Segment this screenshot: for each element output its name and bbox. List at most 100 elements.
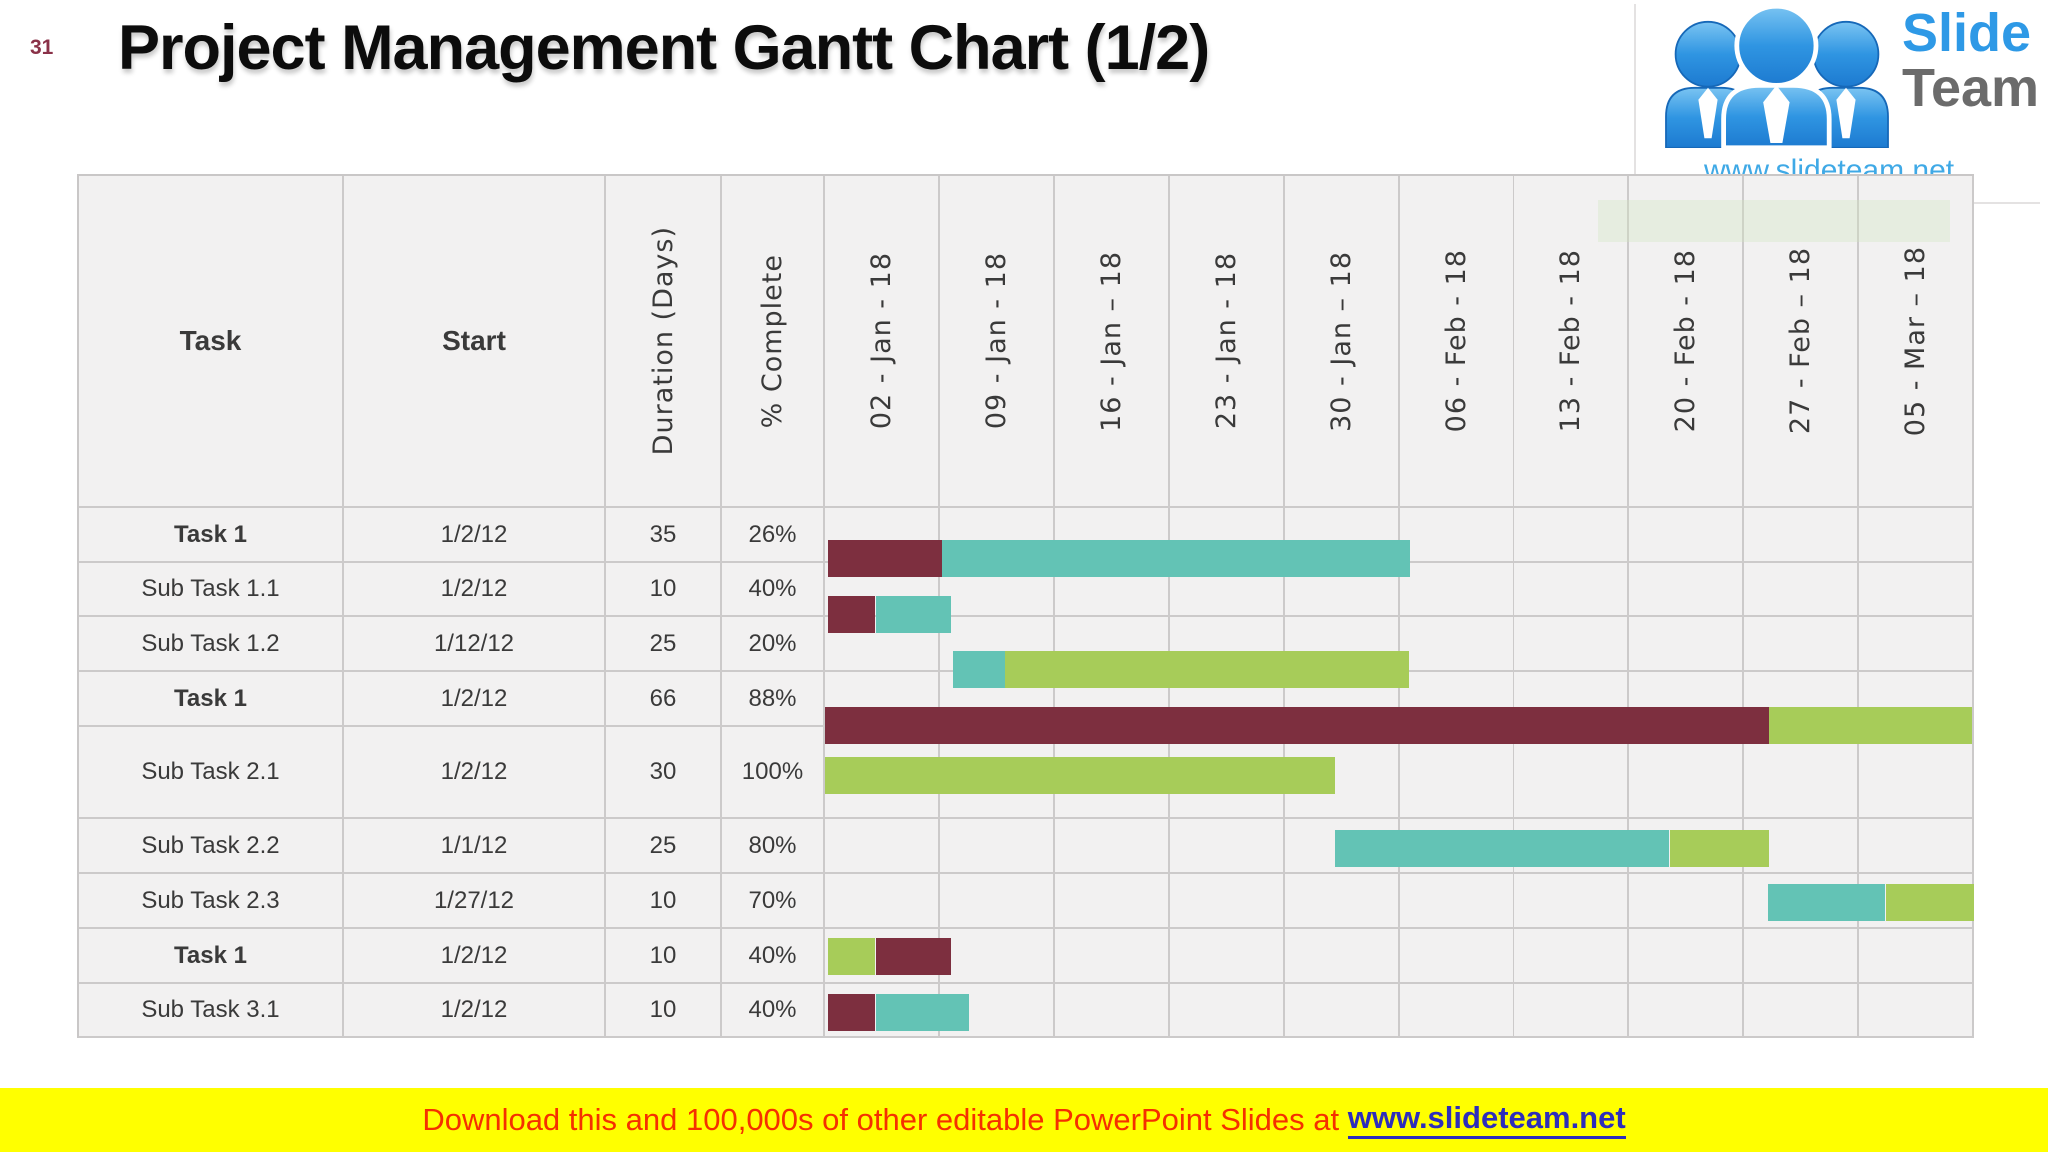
timeline-grid-cell	[1629, 617, 1744, 672]
percent-complete-cell: 88%	[722, 672, 825, 727]
timeline-grid-cell	[1514, 508, 1629, 563]
column-header-duration-days-: Duration (Days)	[606, 176, 722, 508]
timeline-grid-cell	[1055, 819, 1170, 874]
start-date-cell: 1/27/12	[344, 874, 606, 929]
percent-complete-cell: 70%	[722, 874, 825, 929]
date-column-header-label: 13 - Feb - 18	[1555, 249, 1586, 433]
date-column-header: 20 - Feb - 18	[1629, 176, 1744, 508]
timeline-grid-cell	[1400, 929, 1515, 984]
start-date-cell: 1/2/12	[344, 929, 606, 984]
gantt-bar-segment-green	[1670, 830, 1769, 867]
start-date-cell: 1/2/12	[344, 984, 606, 1038]
timeline-grid-cell	[1055, 984, 1170, 1038]
footer-url-link[interactable]: www.slideteam.net	[1347, 1101, 1626, 1139]
timeline-grid-cell	[940, 929, 1055, 984]
column-header-start: Start	[344, 176, 606, 508]
date-column-header-label: 06 - Feb - 18	[1441, 249, 1472, 433]
timeline-grid-cell	[1859, 508, 1974, 563]
timeline-grid-cell	[1055, 929, 1170, 984]
duration-cell: 10	[606, 563, 722, 617]
gantt-bar-segment-teal	[1335, 830, 1669, 867]
date-column-header: 27 - Feb – 18	[1744, 176, 1859, 508]
gantt-bar-segment-teal	[942, 540, 1410, 577]
duration-cell: 10	[606, 984, 722, 1038]
percent-complete-cell: 40%	[722, 984, 825, 1038]
duration-cell: 66	[606, 672, 722, 727]
percent-complete-cell: 100%	[722, 727, 825, 819]
timeline-grid-cell	[1170, 984, 1285, 1038]
timeline-grid-cell	[1629, 929, 1744, 984]
timeline-grid-cell	[1629, 563, 1744, 617]
timeline-grid-cell	[1170, 819, 1285, 874]
duration-cell: 10	[606, 874, 722, 929]
start-date-cell: 1/2/12	[344, 563, 606, 617]
task-name-cell: Task 1	[79, 508, 344, 563]
timeline-grid-cell	[1055, 874, 1170, 929]
gantt-bar-segment-teal	[1768, 884, 1885, 921]
gantt-bar-segment-green	[1005, 651, 1409, 688]
gantt-bar-segment-green	[1769, 707, 1972, 744]
column-header-duration-days--label: Duration (Days)	[647, 226, 679, 456]
people-icon	[1665, 6, 1889, 148]
page-title: Project Management Gantt Chart (1/2)	[118, 13, 1210, 83]
gantt-bar-segment-maroon	[828, 540, 942, 577]
date-column-header: 23 - Jan - 18	[1170, 176, 1285, 508]
gantt-bar-segment-maroon	[828, 596, 875, 633]
timeline-grid-cell	[1629, 874, 1744, 929]
logo-wordmark: Slide Team	[1902, 5, 2040, 119]
date-column-header-label: 20 - Feb - 18	[1670, 249, 1701, 433]
timeline-grid-cell	[940, 984, 1055, 1038]
timeline-grid-cell	[1285, 874, 1400, 929]
date-column-header: 09 - Jan - 18	[940, 176, 1055, 508]
timeline-grid-cell	[1859, 984, 1974, 1038]
timeline-grid-cell	[1859, 617, 1974, 672]
timeline-grid-cell	[825, 874, 940, 929]
timeline-grid-cell	[1744, 563, 1859, 617]
logo-word-team: Team	[1902, 58, 2040, 119]
timeline-grid-cell	[940, 874, 1055, 929]
timeline-grid-cell	[825, 819, 940, 874]
timeline-grid-cell	[1400, 563, 1515, 617]
start-date-cell: 1/2/12	[344, 508, 606, 563]
start-date-cell: 1/1/12	[344, 819, 606, 874]
gantt-bar-segment-green	[1886, 884, 1974, 921]
gantt-bar-segment-maroon	[876, 938, 951, 975]
duration-cell: 30	[606, 727, 722, 819]
start-date-cell: 1/12/12	[344, 617, 606, 672]
timeline-grid-cell	[1744, 617, 1859, 672]
gantt-bar-segment-teal	[876, 596, 951, 633]
start-date-cell: 1/2/12	[344, 672, 606, 727]
percent-complete-cell: 20%	[722, 617, 825, 672]
timeline-grid-cell	[1859, 929, 1974, 984]
timeline-grid-cell	[1514, 874, 1629, 929]
timeline-grid-cell	[1744, 508, 1859, 563]
date-column-header: 02 - Jan - 18	[825, 176, 940, 508]
date-column-header: 30 - Jan – 18	[1285, 176, 1400, 508]
gantt-bar-segment-maroon	[825, 707, 1769, 744]
timeline-grid-cell	[1514, 563, 1629, 617]
task-name-cell: Sub Task 2.1	[79, 727, 344, 819]
slideteam-logo: Slide Team www.slideteam.net	[1634, 4, 2040, 204]
timeline-grid-cell	[1285, 929, 1400, 984]
timeline-grid-cell	[1744, 929, 1859, 984]
date-column-header-label: 05 - Mar – 18	[1900, 245, 1931, 437]
timeline-grid-cell	[1514, 617, 1629, 672]
timeline-grid-cell	[1629, 984, 1744, 1038]
gantt-bar-segment-teal	[876, 994, 969, 1031]
date-column-header: 13 - Feb - 18	[1514, 176, 1629, 508]
date-column-header-label: 23 - Jan - 18	[1211, 252, 1242, 430]
task-name-cell: Sub Task 2.2	[79, 819, 344, 874]
duration-cell: 25	[606, 617, 722, 672]
timeline-grid-cell	[1629, 508, 1744, 563]
column-header--complete-label: % Complete	[757, 253, 788, 429]
percent-complete-cell: 80%	[722, 819, 825, 874]
column-header--complete: % Complete	[722, 176, 825, 508]
column-header-task: Task	[79, 176, 344, 508]
date-column-header: 16 - Jan – 18	[1055, 176, 1170, 508]
percent-complete-cell: 40%	[722, 563, 825, 617]
timeline-grid-cell	[1859, 563, 1974, 617]
timeline-grid-cell	[1400, 874, 1515, 929]
footer-message: Download this and 100,000s of other edit…	[422, 1102, 1348, 1137]
task-name-cell: Task 1	[79, 672, 344, 727]
